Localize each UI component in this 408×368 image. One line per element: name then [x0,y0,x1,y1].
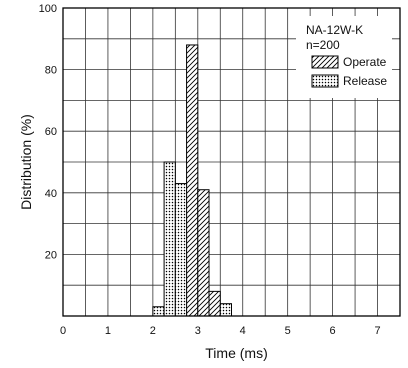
legend-operate-swatch [311,55,339,69]
model-annotation: NA-12W-K [306,23,363,37]
x-tick-label: 7 [374,325,380,337]
x-tick-label: 0 [60,325,66,337]
bar-release [163,161,176,317]
x-axis-title: Time (ms) [205,345,267,361]
sample-size-annotation: n=200 [306,38,340,52]
legend-release-label: Release [343,74,387,88]
bar-release [174,183,188,317]
x-tick-label: 5 [285,325,291,337]
legend-operate-label: Operate [343,55,387,69]
y-tick-label: 80 [45,65,57,77]
x-tick-label: 3 [195,325,201,337]
x-tick-label: 1 [105,325,111,337]
tick-labels: 0 1 2 3 4 5 6 7 20 40 60 80 100 [39,3,381,337]
x-tick-label: 2 [150,325,156,337]
legend-release-swatch [311,74,339,88]
y-tick-label: 20 [45,249,57,261]
x-tick-label: 4 [240,325,246,337]
y-tick-label: 60 [45,126,57,138]
bar-operate [208,290,221,317]
y-axis-title: Distribution (%) [18,114,34,210]
bar-release [152,306,165,317]
x-tick-label: 6 [330,325,336,337]
y-tick-label: 40 [45,188,57,200]
bar-release [219,303,232,317]
y-tick-label: 100 [39,3,57,15]
plot-frame [62,7,401,317]
bar-operate [186,44,199,317]
release-series [152,161,232,317]
bar-operate [197,189,210,317]
legend: NA-12W-K n=200 Operate Release [296,16,392,98]
